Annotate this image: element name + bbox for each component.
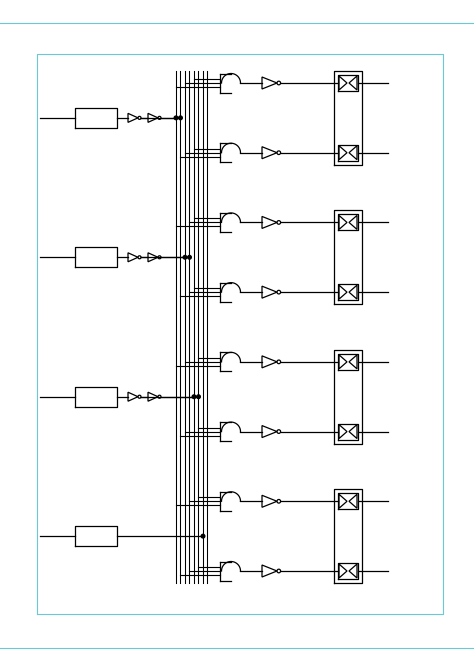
Circle shape [179, 116, 182, 119]
Circle shape [201, 534, 205, 538]
Circle shape [197, 395, 201, 399]
Circle shape [174, 116, 178, 119]
Circle shape [188, 256, 191, 259]
Circle shape [183, 256, 187, 259]
Circle shape [192, 395, 196, 399]
